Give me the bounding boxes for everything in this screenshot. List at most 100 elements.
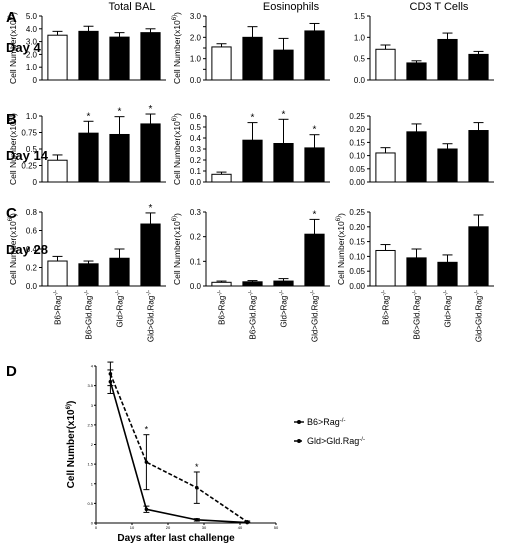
- chart-area: 0 1.0 2.0 3.0 4.0 5.0 Cell Number(x106)) 0.0 1.0…: [8, 12, 494, 544]
- y-tick-label: 3.0: [26, 38, 38, 47]
- panel-label-d: D: [6, 363, 17, 380]
- x-tick-label: B6>Rag-/-: [54, 290, 63, 325]
- bar: [140, 223, 161, 287]
- bar: [273, 49, 294, 81]
- x-tick-label: 20: [166, 525, 171, 530]
- y-tick-label: 0: [33, 76, 38, 85]
- bar-chart-8: 0.0 0.1 0.2 0.3 Cell Number(x106)) * B6>Rag-/-…: [172, 208, 330, 342]
- panel-label-c: C: [6, 205, 17, 222]
- y-tick-label: 0.2: [190, 233, 202, 242]
- y-tick-label: 4.0: [26, 25, 38, 34]
- y-tick-label: 0.00: [349, 282, 365, 291]
- y-tick-label: 0.00: [349, 178, 365, 187]
- y-tick-label: 0.5: [87, 501, 93, 506]
- significance-marker: *: [282, 109, 286, 120]
- y-tick-label: 0.6: [26, 227, 38, 236]
- bar: [78, 132, 99, 183]
- y-tick-label: 0.75: [21, 129, 37, 138]
- y-tick-label: 1.0: [354, 33, 366, 42]
- column-title-eosinophils: Eosinophils: [263, 1, 320, 13]
- y-axis-label: Cell Number(x106)): [172, 213, 182, 285]
- bar: [406, 62, 427, 81]
- y-tick-label: 2.0: [190, 33, 202, 42]
- bar: [211, 281, 232, 287]
- bar-chart-2: 0.0 1.0 2.0 3.0 Cell Number(x106)): [172, 12, 330, 85]
- bar: [304, 233, 325, 287]
- legend-label: Gld>Gld.Rag-/-: [307, 436, 365, 446]
- bar: [140, 32, 161, 81]
- bar: [109, 36, 130, 81]
- bar: [406, 131, 427, 183]
- data-point: [144, 507, 149, 512]
- bar: [375, 152, 396, 183]
- bar-chart-6: 0.00 0.05 0.10 0.15 0.20 0.25: [349, 112, 494, 187]
- y-tick-label: 1.5: [354, 12, 366, 21]
- bar: [468, 53, 489, 81]
- y-tick-label: 0.2: [26, 264, 38, 273]
- bar: [47, 159, 68, 183]
- bar: [437, 261, 458, 287]
- y-axis-label: Cell Number(x106)): [66, 401, 77, 489]
- bar: [47, 34, 68, 81]
- bar: [242, 139, 263, 183]
- bar: [273, 143, 294, 183]
- y-tick-label: 0.10: [349, 152, 365, 161]
- y-tick-label: 0.0: [26, 282, 38, 291]
- significance-marker: *: [251, 113, 255, 124]
- x-tick-label: B6>Gld.Rag-/-: [85, 290, 94, 339]
- y-tick-label: 0.0: [190, 178, 202, 187]
- bar-chart-3: 0.0 0.5 1.0 1.5: [354, 12, 494, 85]
- y-tick-label: 0.2: [190, 156, 202, 165]
- y-tick-label: 0.4: [190, 134, 202, 143]
- x-tick-label: Gld>Gld.Rag-/-: [475, 290, 484, 342]
- y-tick-label: 1.0: [26, 112, 38, 121]
- row-label-day4: Day 4: [6, 40, 41, 55]
- y-tick-label: 0.25: [349, 208, 365, 217]
- y-tick-label: 0.0: [190, 76, 202, 85]
- y-tick-label: 3.5: [87, 383, 93, 388]
- y-tick-label: 0.1: [190, 257, 202, 266]
- y-tick-label: 0.20: [349, 125, 365, 134]
- y-tick-label: 0.05: [349, 165, 365, 174]
- y-tick-label: 0.4: [26, 245, 38, 254]
- y-tick-label: 0.0: [190, 282, 202, 291]
- y-tick-label: 2.0: [26, 50, 38, 59]
- bar: [468, 130, 489, 183]
- bar-chart-4: 0 0.25 0.5 0.75 1.0 Cell Number(x106)) * * *: [8, 104, 166, 187]
- bar-chart-7: 0.0 0.2 0.4 0.6 0.8 Cell Number(x106)) * B6>Rag…: [8, 203, 166, 342]
- significance-marker: *: [145, 425, 149, 435]
- bar: [273, 280, 294, 287]
- significance-marker: *: [149, 203, 153, 214]
- bar: [242, 281, 263, 287]
- legend-label: B6>Rag-/-: [307, 417, 345, 427]
- y-tick-label: 0.1: [190, 167, 202, 176]
- y-axis-label: Cell Number(x106)): [172, 12, 182, 84]
- significance-marker: *: [313, 209, 317, 220]
- significance-marker: *: [87, 111, 91, 122]
- x-tick-label: Gld>Rag-/-: [444, 290, 453, 327]
- y-axis-label: Cell Number(x106)): [172, 113, 182, 185]
- y-tick-label: 5.0: [26, 12, 38, 21]
- x-tick-label: 0: [95, 525, 98, 530]
- x-tick-label: Gld>Rag-/-: [280, 290, 289, 327]
- y-tick-label: 0.10: [349, 252, 365, 261]
- x-tick-label: Gld>Gld.Rag-/-: [311, 290, 320, 342]
- y-tick-label: 1.5: [87, 462, 93, 467]
- x-tick-label: 30: [202, 525, 207, 530]
- y-tick-label: 0.20: [349, 223, 365, 232]
- y-tick-label: 0.15: [349, 138, 365, 147]
- bar: [211, 46, 232, 81]
- x-tick-label: B6>Gld.Rag-/-: [249, 290, 258, 339]
- bar: [468, 226, 489, 287]
- data-point: [245, 520, 249, 524]
- row-labels: Day 4 Day 14 Day 28: [6, 40, 49, 257]
- series-line: [109, 373, 248, 523]
- y-tick-label: 2.5: [87, 422, 93, 427]
- y-tick-label: 0: [33, 178, 38, 187]
- bar: [109, 257, 130, 287]
- column-titles: Total BAL Eosinophils CD3 T Cells: [108, 1, 468, 13]
- y-tick-label: 0.25: [349, 112, 365, 121]
- panel-labels: A B C D: [6, 9, 17, 380]
- y-tick-label: 3.0: [190, 12, 202, 21]
